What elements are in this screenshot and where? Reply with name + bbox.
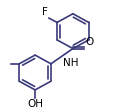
Text: O: O bbox=[84, 38, 92, 47]
Text: OH: OH bbox=[27, 99, 43, 109]
Text: F: F bbox=[42, 7, 48, 17]
Text: NH: NH bbox=[62, 58, 77, 68]
